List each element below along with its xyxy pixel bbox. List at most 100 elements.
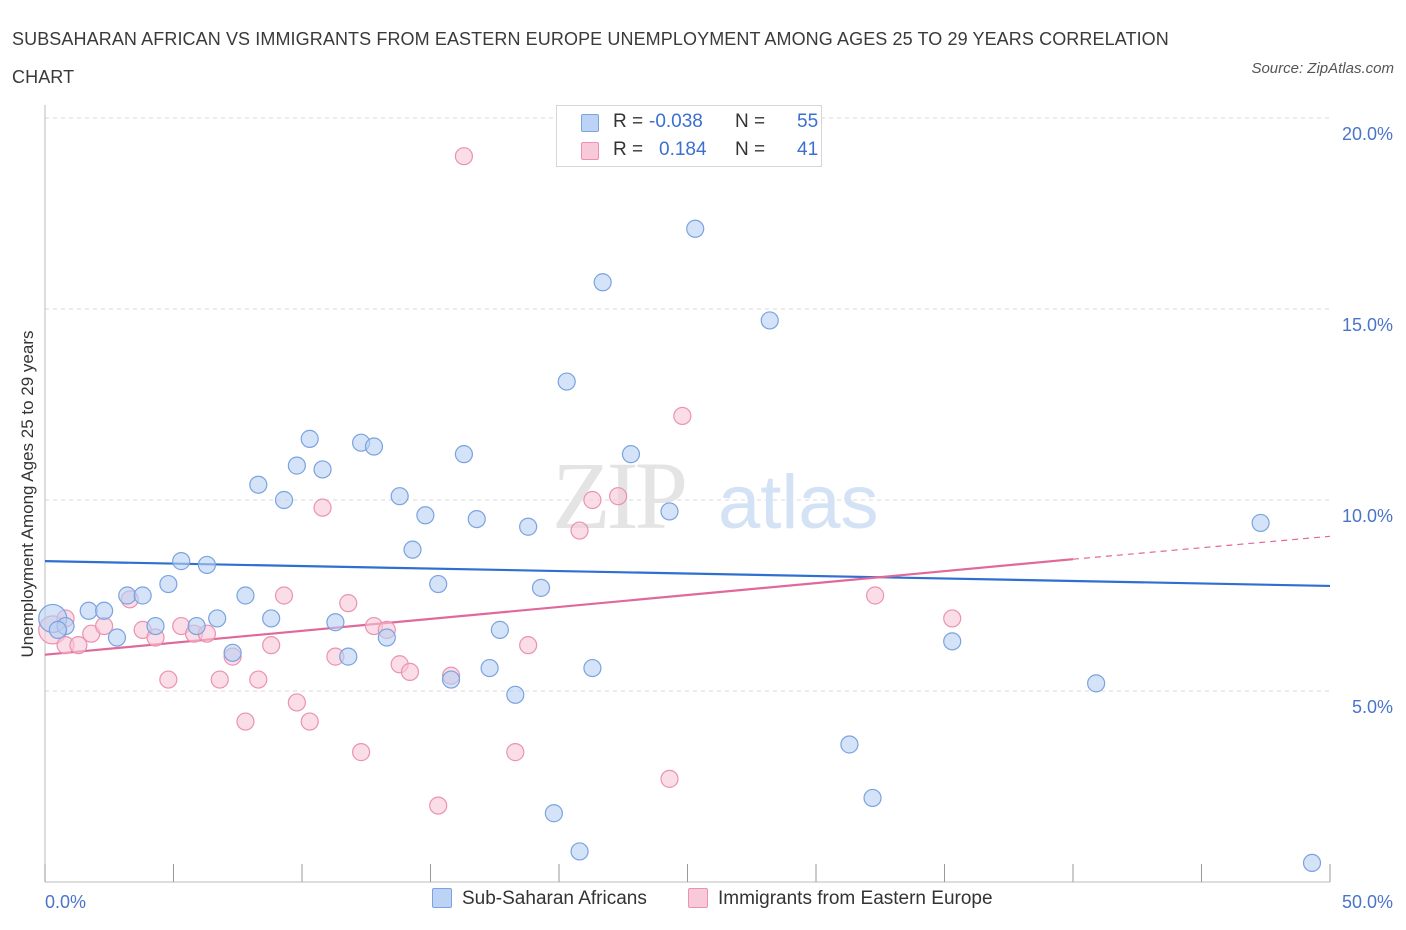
bottom-legend-label-subsaharan: Sub-Saharan Africans <box>462 888 647 909</box>
point-subsaharan <box>364 437 384 456</box>
legend-n-value-subsaharan: 55 <box>797 111 819 132</box>
point-subsaharan <box>557 372 576 391</box>
point-eastern-europe <box>159 670 178 689</box>
legend-r-label: R = <box>613 111 644 132</box>
point-subsaharan <box>544 804 563 823</box>
legend-r-value-subsaharan: -0.038 <box>649 111 703 132</box>
source-label: Source: ZipAtlas.com <box>1251 60 1394 77</box>
point-subsaharan <box>621 445 641 464</box>
legend-swatch-pink <box>581 142 599 160</box>
point-subsaharan <box>159 574 178 594</box>
point-subsaharan <box>441 670 461 689</box>
point-subsaharan <box>118 586 137 605</box>
trend-line-eastern-europe-extension <box>1072 535 1331 560</box>
point-subsaharan <box>133 586 152 605</box>
point-subsaharan <box>480 658 499 678</box>
point-subsaharan <box>943 632 962 651</box>
trend-line-subsaharan <box>44 560 1331 588</box>
point-eastern-europe <box>287 693 306 712</box>
point-subsaharan <box>223 643 242 662</box>
point-subsaharan <box>390 487 409 506</box>
point-eastern-europe <box>660 769 679 788</box>
point-subsaharan <box>760 311 779 330</box>
grid-lines <box>45 117 1330 692</box>
bottom-legend-eastern-europe: Immigrants from Eastern Europe <box>688 888 993 910</box>
point-subsaharan <box>531 578 551 597</box>
point-subsaharan <box>197 555 217 575</box>
y-tick-label-5: 5.0% <box>1352 697 1393 717</box>
point-eastern-europe <box>313 498 332 517</box>
point-subsaharan <box>863 788 882 808</box>
point-eastern-europe <box>300 712 319 731</box>
point-eastern-europe <box>429 796 448 815</box>
point-subsaharan <box>339 647 358 666</box>
point-eastern-europe <box>339 594 358 613</box>
point-subsaharan <box>416 506 435 525</box>
bottom-legend-subsaharan: Sub-Saharan Africans <box>432 888 647 910</box>
point-subsaharan <box>326 613 345 632</box>
point-subsaharan <box>570 842 589 861</box>
legend-n-label: N = <box>735 111 766 132</box>
point-eastern-europe <box>69 636 88 655</box>
point-subsaharan <box>506 685 525 704</box>
point-subsaharan <box>262 609 281 628</box>
point-subsaharan <box>300 429 319 448</box>
point-subsaharan <box>593 273 612 292</box>
legend-swatch-blue <box>581 114 599 132</box>
point-eastern-europe <box>943 609 962 628</box>
point-subsaharan <box>1251 513 1270 533</box>
point-eastern-europe <box>570 521 589 540</box>
point-eastern-europe <box>506 743 525 762</box>
point-subsaharan <box>79 601 98 620</box>
point-subsaharan <box>403 540 422 559</box>
chart-title: SUBSAHARAN AFRICAN VS IMMIGRANTS FROM EA… <box>12 29 1169 87</box>
point-subsaharan <box>313 460 332 479</box>
x-tick-label-max: 50.0% <box>1342 892 1393 912</box>
point-subsaharan <box>48 620 67 639</box>
point-subsaharan <box>236 586 255 605</box>
point-eastern-europe <box>210 670 229 689</box>
legend-n-value-eastern-europe: 41 <box>797 139 819 160</box>
point-subsaharan <box>840 735 859 754</box>
point-subsaharan <box>274 490 294 510</box>
y-axis-title: Unemployment Among Ages 25 to 29 years <box>18 331 37 658</box>
point-subsaharan <box>1302 853 1322 873</box>
point-subsaharan <box>146 616 165 636</box>
axes <box>44 105 1331 883</box>
legend-r-value-eastern-europe: 0.184 <box>659 139 707 160</box>
correlation-legend: R = -0.038 N = 55 R = 0.184 N = 41 <box>556 105 822 167</box>
point-eastern-europe <box>609 487 628 506</box>
point-subsaharan <box>1087 674 1106 693</box>
point-subsaharan <box>249 475 268 494</box>
point-eastern-europe <box>262 636 281 655</box>
point-subsaharan <box>187 616 206 636</box>
point-eastern-europe <box>454 147 474 166</box>
legend-n-label: N = <box>735 139 766 160</box>
point-subsaharan <box>172 552 191 571</box>
point-subsaharan <box>107 628 127 647</box>
trend-line-eastern-europe <box>44 558 1074 656</box>
point-subsaharan <box>454 445 474 464</box>
trend-lines <box>44 535 1331 656</box>
point-eastern-europe <box>249 670 268 689</box>
point-eastern-europe <box>866 586 885 605</box>
point-eastern-europe <box>519 636 538 655</box>
point-subsaharan <box>467 509 486 529</box>
point-subsaharan <box>287 456 306 475</box>
point-subsaharan <box>583 658 602 678</box>
point-subsaharan <box>686 219 705 238</box>
point-eastern-europe <box>236 712 255 731</box>
point-subsaharan <box>519 517 538 536</box>
legend-r-label: R = <box>613 139 644 160</box>
point-subsaharan <box>660 502 679 521</box>
point-eastern-europe <box>274 586 294 605</box>
series-subsaharan-points <box>38 135 1322 873</box>
point-subsaharan <box>490 620 509 639</box>
point-subsaharan <box>208 609 227 628</box>
point-subsaharan <box>377 628 396 647</box>
point-eastern-europe <box>400 662 420 682</box>
bottom-legend-label-eastern-europe: Immigrants from Eastern Europe <box>718 888 993 909</box>
bottom-legend-swatch-blue <box>432 888 452 908</box>
bottom-legend-swatch-pink <box>688 888 708 908</box>
